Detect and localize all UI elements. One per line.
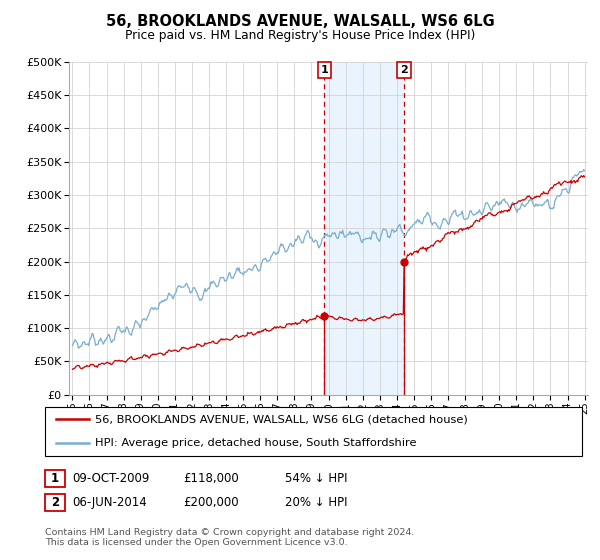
Text: 2: 2 — [400, 66, 408, 75]
Text: 06-JUN-2014: 06-JUN-2014 — [72, 496, 147, 509]
Text: 56, BROOKLANDS AVENUE, WALSALL, WS6 6LG: 56, BROOKLANDS AVENUE, WALSALL, WS6 6LG — [106, 14, 494, 29]
Text: 1: 1 — [320, 66, 328, 75]
Text: 2: 2 — [51, 496, 59, 509]
Text: HPI: Average price, detached house, South Staffordshire: HPI: Average price, detached house, Sout… — [95, 437, 416, 447]
Text: £118,000: £118,000 — [183, 472, 239, 486]
Text: £200,000: £200,000 — [183, 496, 239, 509]
Text: 56, BROOKLANDS AVENUE, WALSALL, WS6 6LG (detached house): 56, BROOKLANDS AVENUE, WALSALL, WS6 6LG … — [95, 414, 467, 424]
Text: Price paid vs. HM Land Registry's House Price Index (HPI): Price paid vs. HM Land Registry's House … — [125, 29, 475, 42]
Bar — [324, 62, 404, 395]
Text: 54% ↓ HPI: 54% ↓ HPI — [285, 472, 347, 486]
Text: 09-OCT-2009: 09-OCT-2009 — [72, 472, 149, 486]
Text: 20% ↓ HPI: 20% ↓ HPI — [285, 496, 347, 509]
Text: Contains HM Land Registry data © Crown copyright and database right 2024.
This d: Contains HM Land Registry data © Crown c… — [45, 528, 415, 547]
Text: 1: 1 — [51, 472, 59, 486]
